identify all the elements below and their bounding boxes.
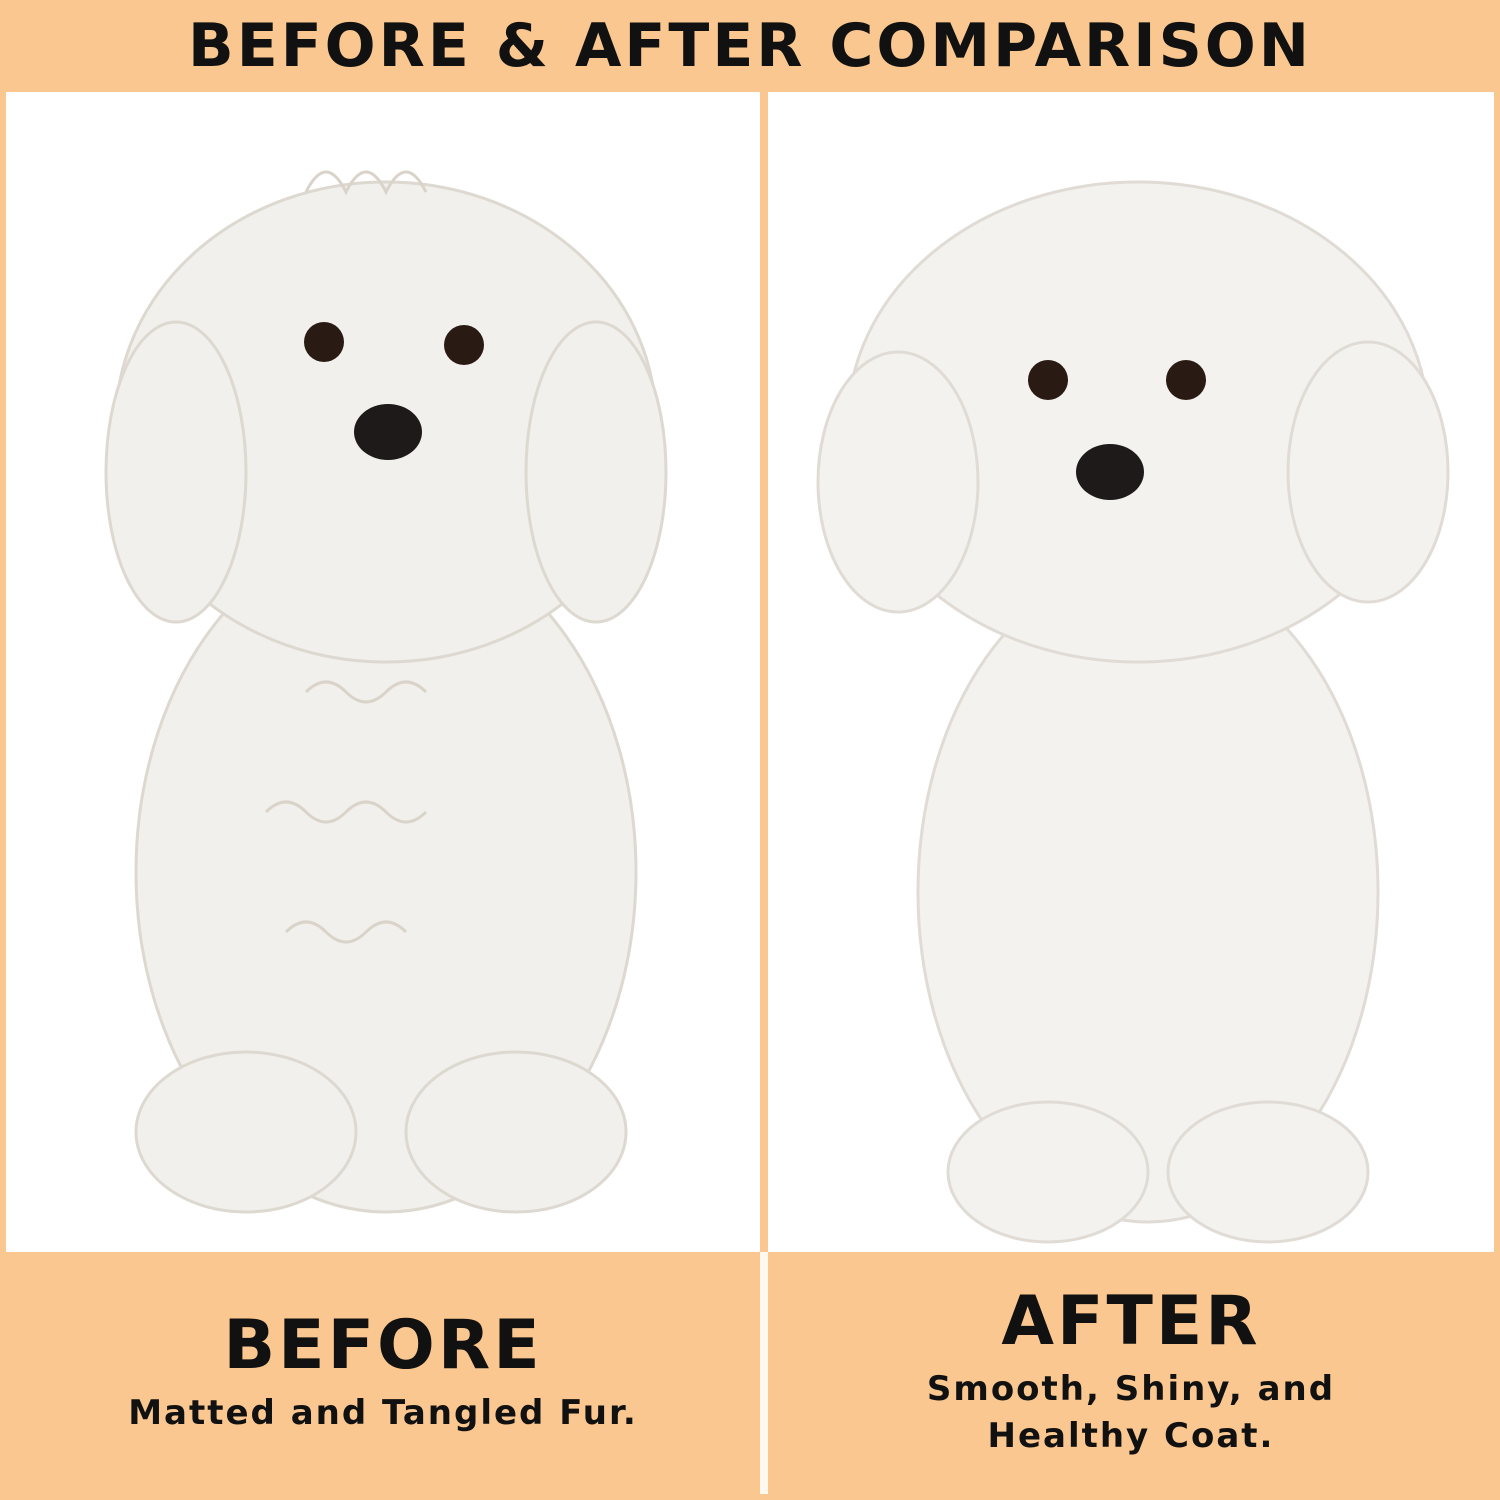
after-label: AFTER — [1001, 1282, 1261, 1361]
divider — [760, 1252, 768, 1494]
after-dog-photo — [768, 92, 1494, 1252]
before-description: Matted and Tangled Fur. — [128, 1392, 638, 1433]
after-description: Smooth, Shiny, and Healthy Coat. — [926, 1368, 1336, 1457]
page-title: BEFORE & AFTER COMPARISON — [187, 11, 1313, 81]
after-caption: AFTER Smooth, Shiny, and Healthy Coat. — [768, 1252, 1494, 1494]
before-caption: BEFORE Matted and Tangled Fur. — [6, 1252, 760, 1494]
before-dog-photo — [6, 92, 760, 1252]
before-label: BEFORE — [223, 1305, 543, 1385]
